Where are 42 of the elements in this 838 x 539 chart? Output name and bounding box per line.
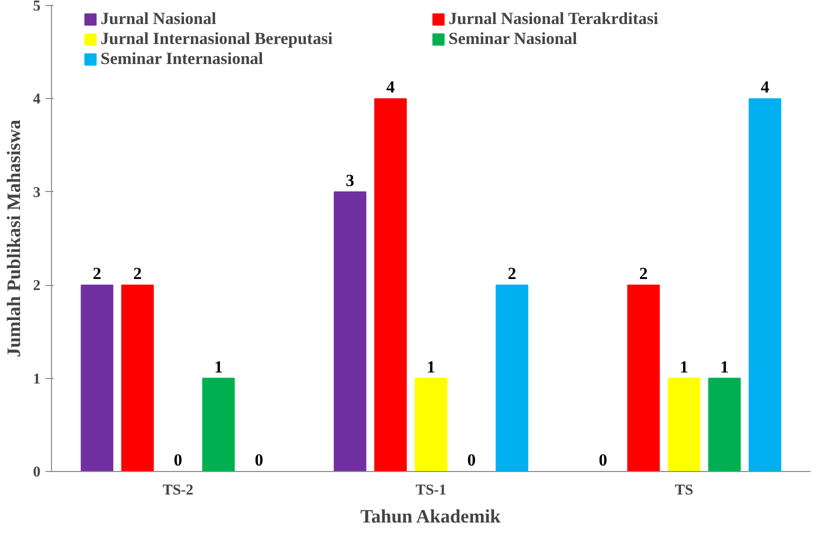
bar — [334, 191, 366, 472]
bar — [80, 284, 114, 472]
bar — [668, 378, 700, 472]
legend-label: Jurnal Internasional Bereputasi — [100, 29, 334, 49]
y-axis-title: Jumlah Publikasi Mahasiswa — [4, 119, 25, 358]
legend-label: Seminar Nasional — [448, 29, 578, 49]
data-label: 0 — [174, 450, 182, 470]
data-label: 1 — [720, 357, 729, 376]
legend-label: Jurnal Nasional Terakrditasi — [448, 9, 660, 29]
data-label: 1 — [426, 357, 436, 376]
data-label: 0 — [598, 450, 608, 470]
data-label: 2 — [92, 264, 102, 284]
data-label: 0 — [467, 450, 476, 470]
y-tick-label: 1 — [33, 371, 40, 388]
y-tick-label: 2 — [33, 278, 40, 294]
bar — [374, 98, 407, 472]
data-label: 0 — [254, 450, 264, 470]
bar — [414, 378, 448, 472]
data-label: 4 — [760, 78, 770, 97]
bar — [496, 284, 528, 472]
y-tick-label: 5 — [33, 0, 40, 14]
legend-label: Jurnal Nasional — [100, 9, 218, 29]
data-label: 1 — [214, 357, 223, 376]
legend-label: Seminar Internasional — [100, 49, 264, 69]
bar — [202, 378, 235, 472]
data-label: 3 — [346, 170, 354, 190]
data-label: 1 — [680, 357, 688, 376]
bar — [708, 378, 741, 472]
bar — [748, 98, 782, 472]
x-axis-title: Tahun Akademik — [360, 506, 502, 528]
bar — [627, 284, 660, 472]
x-tick-label: TS-1 — [416, 482, 446, 498]
y-tick-label: 4 — [33, 92, 41, 108]
data-label: 2 — [508, 264, 516, 284]
x-tick-label: TS-2 — [162, 482, 194, 498]
y-tick-label: 0 — [33, 464, 40, 480]
x-tick-label: TS — [674, 482, 694, 498]
data-label: 2 — [639, 264, 648, 284]
y-tick-label: 3 — [33, 184, 40, 201]
data-label: 2 — [133, 264, 142, 284]
bar — [121, 284, 154, 472]
data-label: 4 — [386, 78, 396, 97]
